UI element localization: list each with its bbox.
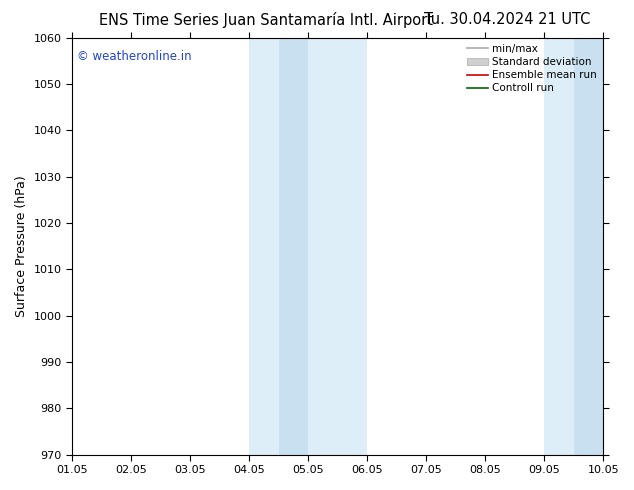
Y-axis label: Surface Pressure (hPa): Surface Pressure (hPa): [15, 175, 28, 317]
Bar: [574, 38, 603, 455]
Text: ENS Time Series Juan Santamaría Intl. Airport: ENS Time Series Juan Santamaría Intl. Ai…: [100, 12, 433, 28]
Legend: min/max, Standard deviation, Ensemble mean run, Controll run: min/max, Standard deviation, Ensemble me…: [463, 40, 601, 98]
Bar: [308, 38, 367, 455]
Bar: [544, 38, 574, 455]
Text: Tu. 30.04.2024 21 UTC: Tu. 30.04.2024 21 UTC: [424, 12, 590, 27]
Bar: [249, 38, 278, 455]
Bar: [278, 38, 308, 455]
Text: © weatheronline.in: © weatheronline.in: [77, 50, 192, 63]
